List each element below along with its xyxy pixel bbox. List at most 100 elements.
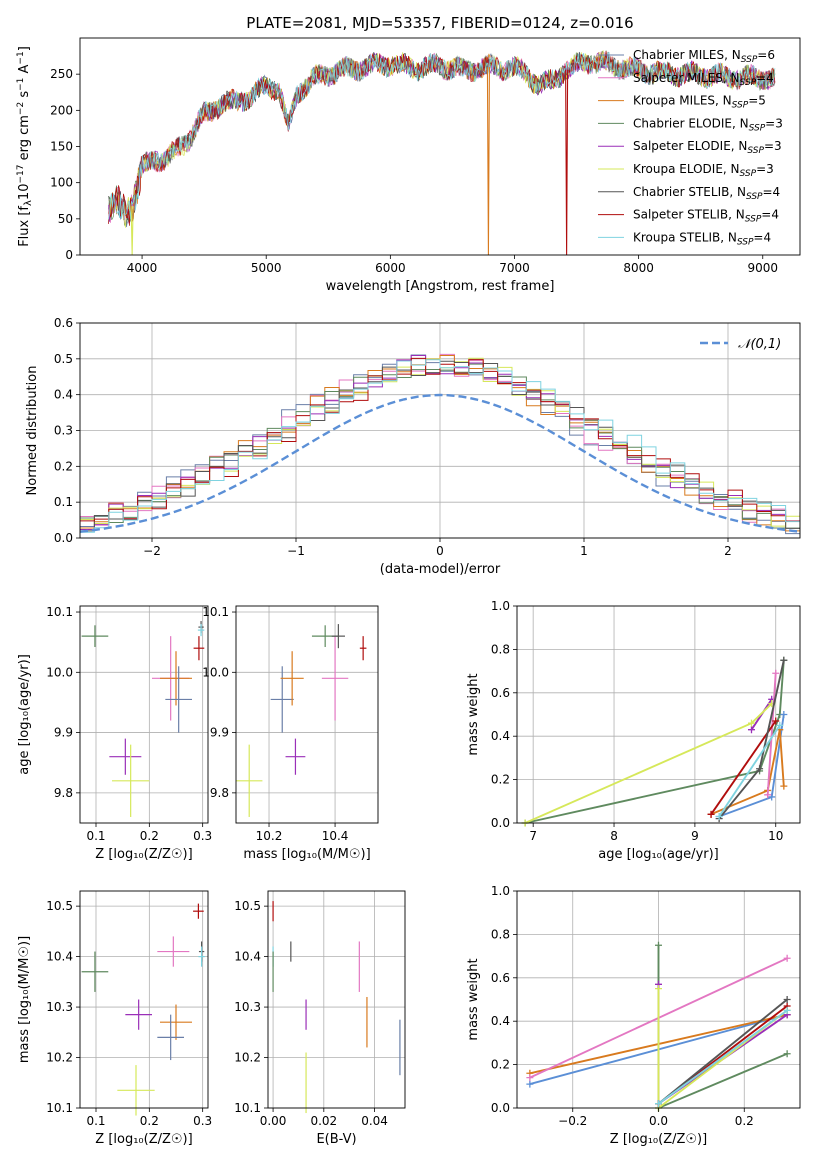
residual_histogram-plot-area <box>79 353 801 536</box>
mass_weight_vs_Z-ytick-label: 0.6 <box>491 971 510 985</box>
legend-entry: Salpeter MILES, NSSP=4 <box>633 71 774 88</box>
spectrum-ytick-label: 100 <box>50 176 73 190</box>
spectrum-xtick-label: 4000 <box>127 261 158 275</box>
mass_weight_vs_age-ytick-label: 0.0 <box>491 816 510 830</box>
mass-weight-line-8 <box>657 998 788 1105</box>
legend-entry: 𝒩(0,1) <box>738 337 781 352</box>
mass-weight-line-9 <box>718 724 781 818</box>
mass_vs_Z-panel: 0.1 0.2 0.3 10.1 10.2 10.3 10.4 10.5 Z [log₁₀(Z/… <box>17 890 212 1147</box>
mass_weight_vs_age-ytick-label: 0.2 <box>491 773 510 787</box>
age_vs_Z-ytick-label: 9.9 <box>54 726 73 740</box>
mass_weight_vs_Z-xtick-label: 0.2 <box>735 1114 754 1128</box>
mass_weight_vs_age-xtick-label: 8 <box>610 829 618 843</box>
spectrum-dip <box>565 69 569 256</box>
mass_vs_EBV-panel: 0.00 0.02 0.04 10.1 10.2 10.3 10.4 10.5 E(B-V) <box>234 890 406 1147</box>
spectrum-ytick-label: 50 <box>58 212 73 226</box>
age_vs_mass-xlabel: mass [log₁₀(M/M☉)] <box>243 847 370 862</box>
mass_vs_EBV-ytick-label: 10.3 <box>234 1000 261 1014</box>
mass_weight_vs_Z-ytick-label: 0.8 <box>491 927 510 941</box>
legend-entry: Kroupa ELODIE, NSSP=3 <box>633 162 774 179</box>
mass_vs_EBV-frame <box>267 890 406 1109</box>
mass_vs_EBV-xtick-label: 0.00 <box>260 1114 287 1128</box>
mass_vs_EBV-ytick-label: 10.1 <box>234 1101 261 1115</box>
spectrum-xtick-label: 9000 <box>747 261 778 275</box>
residual_histogram-xtick-label: 2 <box>724 544 732 558</box>
mass_vs_Z-ylabel: mass [log₁₀(M/M☉)] <box>17 936 32 1063</box>
age_vs_Z-xtick-label: 0.3 <box>193 829 212 843</box>
age_vs_Z-xtick-label: 0.1 <box>86 829 105 843</box>
mass-weight-marker <box>655 941 662 949</box>
histogram-ylabel: Normed distribution <box>25 366 40 496</box>
legend-entry: Kroupa MILES, NSSP=5 <box>633 94 766 111</box>
mass_vs_Z-ytick-label: 10.1 <box>46 1101 73 1115</box>
age_vs_Z-xtick-label: 0.2 <box>140 829 159 843</box>
mass-weight-marker <box>655 985 662 993</box>
mass_weight_vs_Z-ytick-label: 0.4 <box>491 1014 510 1028</box>
mass-weight-marker <box>526 1074 534 1082</box>
mass_vs_Z-ytick-label: 10.5 <box>46 899 73 913</box>
mass-weight-marker <box>780 711 788 718</box>
age_vs_Z-ylabel: age [log₁₀(age/yr)] <box>17 654 32 775</box>
residual_histogram-ytick-label: 0.6 <box>54 316 73 330</box>
mass_vs_Z-xtick-label: 0.1 <box>86 1114 105 1128</box>
residual_histogram-ytick-label: 0.3 <box>54 424 73 438</box>
age_vs_mass-plot-area <box>236 624 367 817</box>
spectrum-xlabel: wavelength [Angstrom, rest frame] <box>326 279 555 294</box>
mass_vs_EBV-ytick-label: 10.2 <box>234 1051 261 1065</box>
histogram-step-9 <box>80 359 800 534</box>
age_vs_mass-ytick-label: 10.1 <box>202 605 229 619</box>
mass-weight-line-5 <box>710 729 785 816</box>
mass-weight-marker <box>655 1100 662 1108</box>
mass_weight_vs_Z-xlabel: Z [log₁₀(Z/Z☉)] <box>610 1132 707 1147</box>
mass_weight_vs_Z-ytick-label: 1.0 <box>491 884 510 898</box>
mass_weight_vs_Z-frame <box>516 890 801 1109</box>
mass-weight-line-7 <box>710 720 777 815</box>
spectrum-line-5 <box>108 52 770 226</box>
residual_histogram-xtick-label: 0 <box>436 544 444 558</box>
mass-weight-line-1 <box>524 660 785 824</box>
mass-weight-marker <box>715 812 723 820</box>
legend-entry: Kroupa STELIB, NSSP=4 <box>633 230 771 247</box>
spectrum-xtick-label: 5000 <box>251 261 282 275</box>
age_vs_mass-ytick-label: 9.9 <box>210 726 229 740</box>
spectrum-xtick-label: 6000 <box>375 261 406 275</box>
spectrum-legend: Chabrier MILES, NSSP=6 Salpeter MILES, NS… <box>598 48 783 247</box>
mass_weight_vs_Z-ytick-label: 0.0 <box>491 1101 510 1115</box>
panels: 4000 5000 6000 7000 8000 9000050100150200250w… <box>16 37 801 1147</box>
mass_vs_EBV-xtick-label: 0.02 <box>310 1114 337 1128</box>
spectrum-dip <box>486 67 490 256</box>
mass_vs_EBV-plot-area <box>272 901 401 1114</box>
mass_weight_vs_Z-ylabel: mass weight <box>466 958 481 1040</box>
spectrum-ytick-label: 150 <box>50 140 73 154</box>
residual_histogram-xtick-label: 1 <box>580 544 588 558</box>
residual_histogram-ytick-label: 0.5 <box>54 352 73 366</box>
mass_vs_Z-plot-area <box>81 903 205 1116</box>
spectrum-line-9 <box>108 51 776 220</box>
mass_vs_EBV-xlabel: E(B-V) <box>316 1132 356 1147</box>
spectrum-frame <box>79 37 801 256</box>
mass_vs_EBV-ytick-label: 10.5 <box>234 899 261 913</box>
mass_vs_Z-ytick-label: 10.4 <box>46 950 73 964</box>
mass_vs_Z-xtick-label: 0.2 <box>140 1114 159 1128</box>
residual_histogram-ytick-label: 0.1 <box>54 495 73 509</box>
spectrum-plot-area <box>108 50 776 256</box>
mass_vs_EBV-ytick-label: 10.4 <box>234 950 261 964</box>
histogram-legend: 𝒩(0,1) <box>700 337 781 352</box>
legend-entry: Chabrier STELIB, NSSP=4 <box>633 185 780 202</box>
spectrum-ytick-label: 0 <box>65 248 73 262</box>
spectrum-ytick-label: 250 <box>50 67 73 81</box>
mass-weight-marker <box>707 810 715 818</box>
mass-weight-marker <box>747 719 755 727</box>
mass_weight_vs_age-panel: 7 8 9 10 0.0 0.2 0.4 0.6 0.8 1.0 age [log₁₀(age/yr… <box>466 599 801 862</box>
age_vs_Z-xlabel: Z [log₁₀(Z/Z☉)] <box>95 847 192 862</box>
mass_weight_vs_Z-plot-area <box>526 941 791 1112</box>
mass-weight-marker <box>776 721 784 729</box>
age_vs_mass-frame <box>235 605 379 824</box>
mass-weight-marker <box>783 954 791 962</box>
residual_histogram-xtick-label: −1 <box>287 544 305 558</box>
legend-entry: Chabrier ELODIE, NSSP=3 <box>633 116 783 133</box>
mass-weight-marker <box>768 793 776 801</box>
mass-weight-marker <box>780 656 788 664</box>
mass_weight_vs_age-ytick-label: 0.8 <box>491 642 510 656</box>
